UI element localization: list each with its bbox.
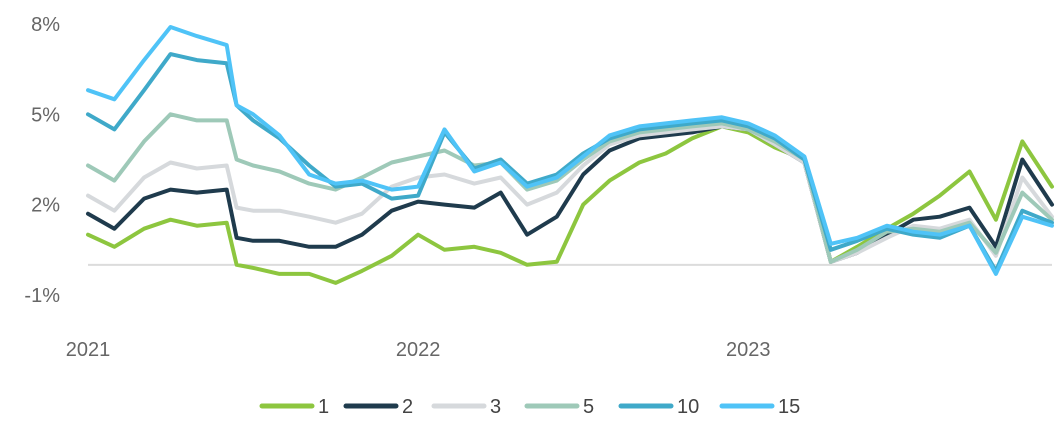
series-line-15 <box>86 25 1054 276</box>
legend-label-1: 1 <box>318 396 329 418</box>
y-tick-label: 2% <box>31 195 60 217</box>
series-line-3 <box>86 124 1054 264</box>
series-line-5 <box>86 112 1054 264</box>
legend-label-3: 3 <box>490 396 501 418</box>
legend-label-15: 15 <box>778 396 800 418</box>
x-tick-label: 2021 <box>66 339 111 361</box>
y-tick-label: 8% <box>31 14 60 36</box>
series-lines <box>86 25 1054 285</box>
y-tick-label: -1% <box>24 285 60 307</box>
legend-label-10: 10 <box>677 396 699 418</box>
x-axis: 2021 2022 2023 <box>66 339 771 361</box>
legend: 1 2 3 5 10 15 <box>259 396 800 418</box>
y-axis: 8% 5% 2% -1% <box>24 14 60 307</box>
x-tick-label: 2023 <box>726 339 771 361</box>
y-tick-label: 5% <box>31 104 60 126</box>
series-line-2 <box>86 124 1054 264</box>
x-tick-label: 2022 <box>396 339 441 361</box>
legend-label-2: 2 <box>402 396 413 418</box>
legend-label-5: 5 <box>583 396 594 418</box>
